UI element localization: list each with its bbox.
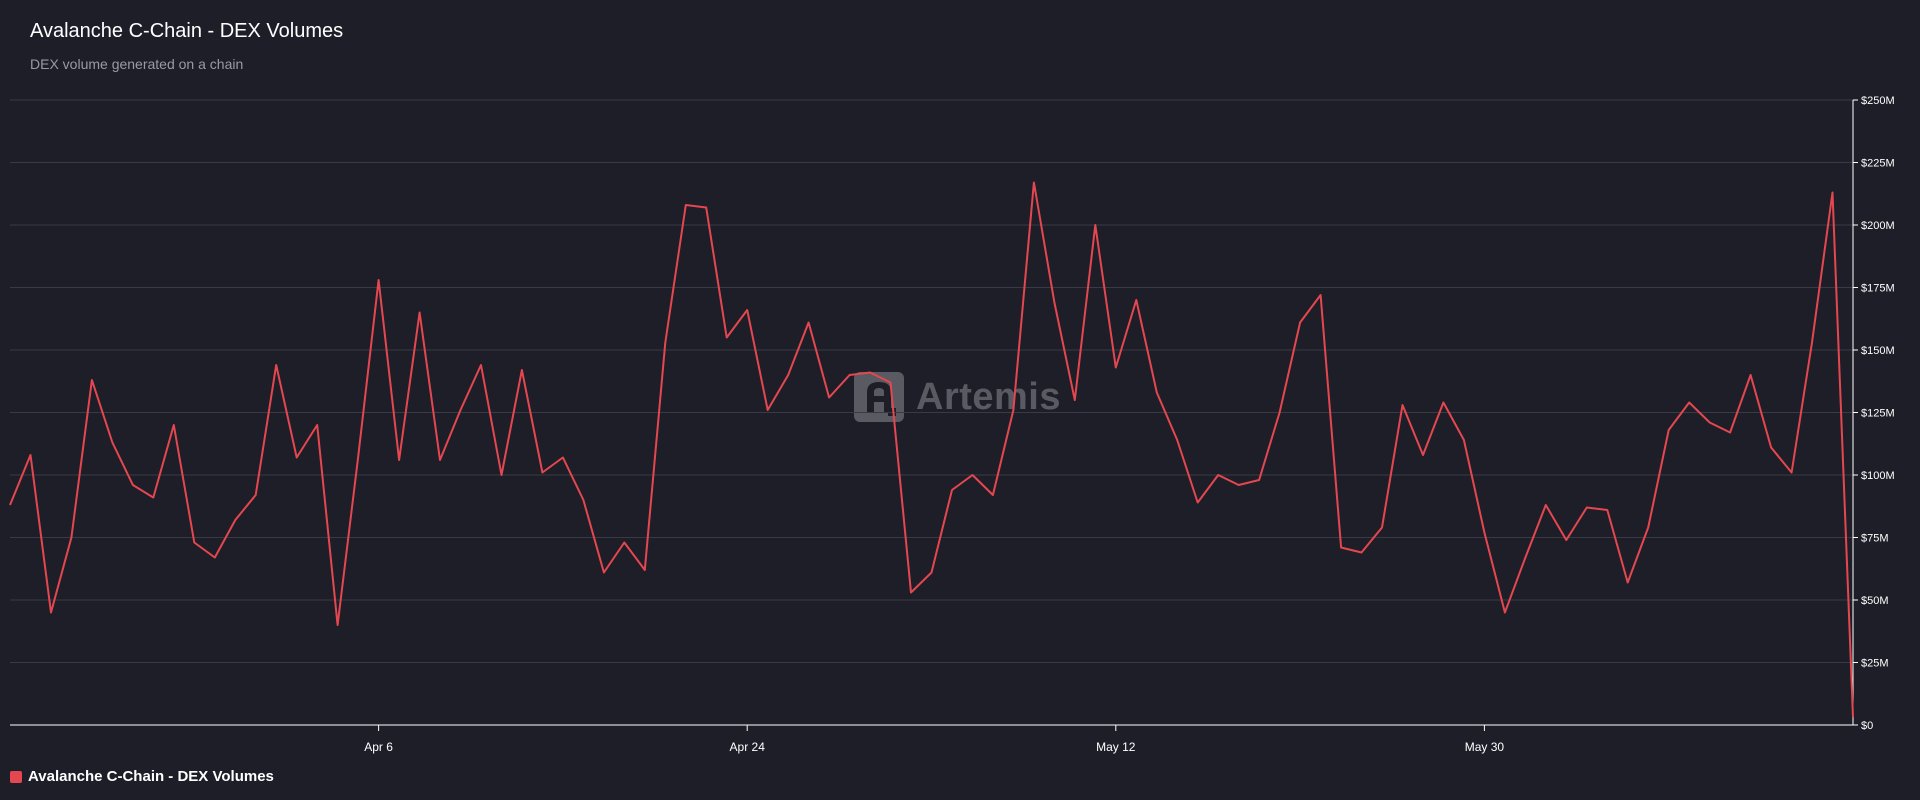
chart-subtitle: DEX volume generated on a chain	[30, 56, 244, 72]
x-tick-label: May 30	[1465, 740, 1505, 754]
y-tick-label: $250M	[1861, 95, 1895, 107]
legend-swatch	[10, 770, 22, 783]
y-tick-label: $100M	[1861, 470, 1895, 482]
y-axis-ticks: $0 $25M $50M $75M $100M $125M $150M $175M $200M $…	[1853, 95, 1895, 732]
series-lines	[9, 181, 1854, 718]
x-axis-ticks: Apr 6 Apr 24 May 12 May 30	[364, 725, 1504, 754]
x-tick-label: Apr 24	[730, 740, 766, 754]
series-line[interactable]	[9, 181, 1854, 718]
y-tick-label: $25M	[1861, 658, 1889, 670]
y-tick-label: $0	[1861, 720, 1873, 732]
y-tick-label: $50M	[1861, 595, 1889, 607]
y-tick-label: $225M	[1861, 158, 1895, 170]
y-tick-label: $125M	[1861, 408, 1895, 420]
line-chart: $0 $25M $50M $75M $100M $125M $150M $175M $200M $…	[9, 95, 1895, 754]
grid-lines	[10, 99, 1853, 663]
y-tick-label: $175M	[1861, 283, 1895, 295]
y-tick-label: $150M	[1861, 345, 1895, 357]
y-tick-label: $75M	[1861, 533, 1889, 545]
watermark-text: Artemis	[916, 375, 1061, 418]
legend[interactable]: Avalanche C-Chain - DEX Volumes	[10, 768, 274, 785]
y-tick-label: $200M	[1861, 220, 1895, 232]
x-tick-label: Apr 6	[364, 740, 393, 754]
x-tick-label: May 12	[1096, 740, 1136, 754]
legend-label: Avalanche C-Chain - DEX Volumes	[28, 768, 274, 785]
chart-title: Avalanche C-Chain - DEX Volumes	[30, 20, 344, 42]
